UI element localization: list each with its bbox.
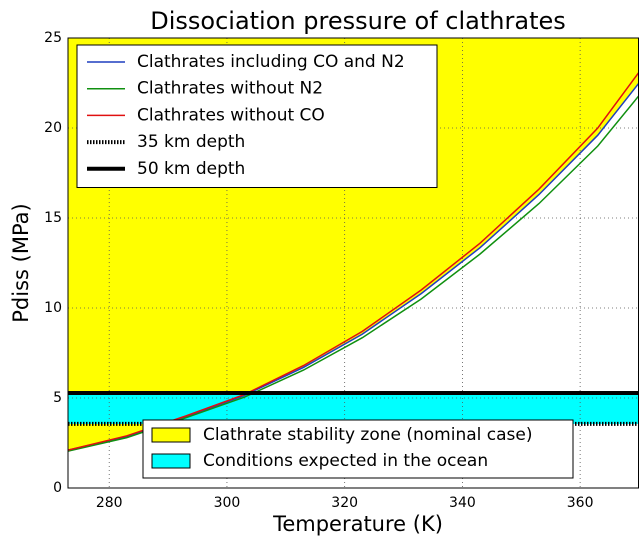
x-axis-label: Temperature (K) [272,512,443,536]
legend-swatch [151,453,191,469]
chart-title: Dissociation pressure of clathrates [150,7,566,35]
legend-label: 50 km depth [137,159,245,179]
ocean-band [68,392,639,424]
x-tick-label: 340 [449,495,476,511]
legend-box [76,44,438,188]
legend-label: Clathrates including CO and N2 [137,52,405,72]
x-tick-label: 360 [567,495,594,511]
x-tick-label: 320 [331,495,358,511]
y-tick-label: 0 [53,480,62,496]
legend-label: Clathrate stability zone (nominal case) [203,425,533,445]
x-tick-label: 280 [96,495,123,511]
y-tick-label: 25 [44,30,62,46]
y-axis-label: Pdiss (MPa) [9,203,33,322]
y-tick-label: 15 [44,210,62,226]
x-tick-label: 300 [214,495,241,511]
y-tick-label: 5 [53,390,62,406]
y-tick-label: 10 [44,300,62,316]
legend-label: 35 km depth [137,132,245,152]
legend-swatch [151,427,191,443]
legend-label: Conditions expected in the ocean [203,451,488,471]
fill-legend-box [142,419,574,479]
legend-label: Clathrates without CO [137,105,325,125]
y-tick-label: 20 [44,120,62,136]
legend-label: Clathrates without N2 [137,79,323,99]
